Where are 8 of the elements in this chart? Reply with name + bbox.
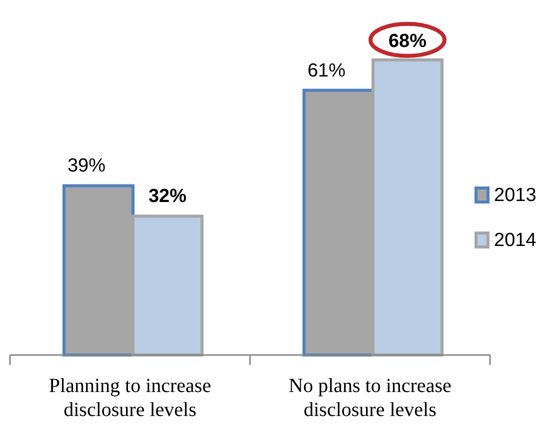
annotation: 68% [388,30,427,52]
legend-label: 2013 [494,185,536,206]
x-tick-label: No plans to increase disclosure levels [288,375,452,421]
data-label: 61% [307,60,346,82]
x-tick-label: Planning to increase disclosure levels [48,375,212,421]
legend-label: 2014 [494,230,537,251]
data-label: 32% [148,186,187,208]
data-label: 39% [67,156,106,177]
